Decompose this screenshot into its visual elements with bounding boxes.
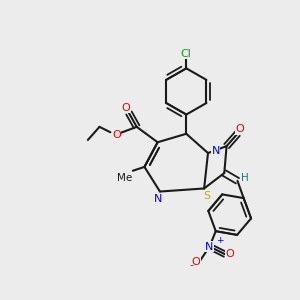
Text: -: - (189, 260, 194, 270)
Text: O: O (112, 130, 121, 140)
Text: Cl: Cl (181, 49, 192, 59)
Text: N: N (154, 194, 163, 204)
Text: N: N (206, 242, 214, 252)
Text: N: N (212, 146, 220, 157)
Text: O: O (191, 257, 200, 267)
Text: Me: Me (117, 173, 132, 184)
Text: H: H (241, 173, 248, 184)
Text: O: O (225, 249, 234, 259)
Text: O: O (122, 103, 130, 112)
Text: O: O (236, 124, 244, 134)
Text: S: S (203, 191, 210, 201)
Text: +: + (216, 236, 223, 245)
